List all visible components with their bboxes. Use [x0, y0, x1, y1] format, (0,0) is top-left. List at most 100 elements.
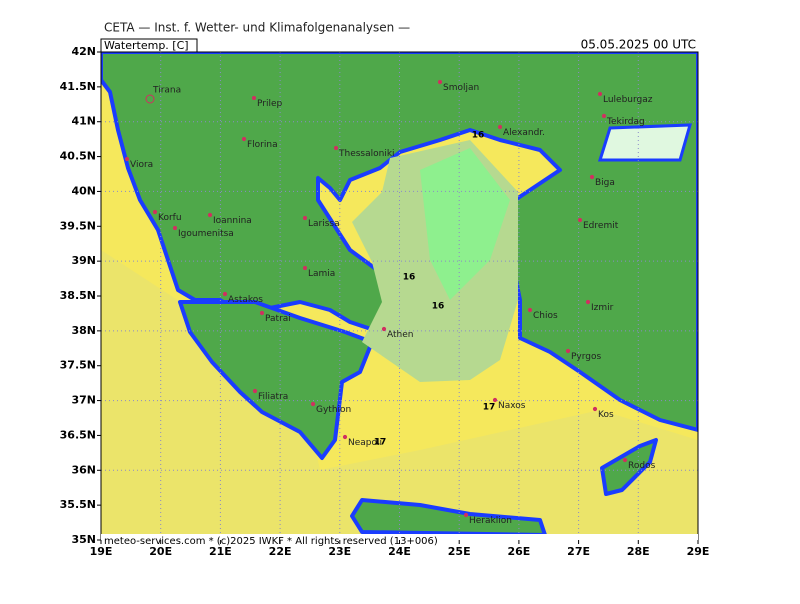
city-marker [152, 209, 158, 215]
city-marker [302, 265, 308, 271]
grid [101, 52, 698, 540]
x-tick-label: 25E [448, 545, 471, 558]
city-label: Thessaloniki [338, 149, 395, 159]
city-marker [497, 124, 503, 130]
contour-label: 17 [374, 438, 387, 448]
city-marker [589, 174, 595, 180]
city-label: Edremit [583, 221, 619, 231]
city-marker [310, 401, 316, 407]
marmara [597, 123, 693, 162]
x-tick-label: 29E [687, 545, 710, 558]
y-tick-label: 39N [71, 254, 96, 267]
city-label: Tekirdag [606, 117, 645, 127]
city-marker [259, 310, 265, 316]
city-marker [222, 291, 228, 297]
x-tick-label: 24E [388, 545, 411, 558]
field-box [100, 38, 198, 53]
axes: 19E 20E 21E 22E 23E 24E 25E 26E 27E 28E 29E 42N 41.5… [60, 45, 710, 558]
footer-text: meteo-services.com * (c)2025 IWKF * All … [104, 536, 438, 547]
city-label: Patrai [265, 314, 291, 324]
city-marker [333, 145, 339, 151]
contour-label: 17 [483, 403, 496, 413]
header-title: CETA — Inst. f. Wetter- und Klimafolgena… [104, 21, 410, 35]
city-marker [381, 326, 387, 332]
field-label: Watertemp. [C] [104, 39, 189, 52]
city-label: Heraklion [469, 516, 512, 526]
x-tick-label: 23E [328, 545, 351, 558]
contour-label: 16 [472, 131, 485, 141]
city-marker [592, 406, 598, 412]
city-label: Kos [598, 410, 614, 420]
city-label: Smoljan [443, 83, 479, 93]
y-tick-label: 39.5N [60, 219, 96, 232]
city-label: Luleburgaz [603, 95, 653, 105]
city-marker [241, 136, 247, 142]
city-label: Larissa [308, 219, 340, 229]
x-tick-label: 20E [149, 545, 172, 558]
y-tick-label: 41.5N [60, 80, 96, 93]
city-label: Florina [247, 140, 278, 150]
x-tick-label: 28E [627, 545, 650, 558]
city-marker [302, 215, 308, 221]
city-label: Astakos [228, 295, 263, 305]
x-tick-label: 22E [269, 545, 292, 558]
city-marker [342, 434, 348, 440]
city-label: Biga [595, 178, 615, 188]
city-label: Viora [130, 160, 153, 170]
city-label: Athen [387, 330, 413, 340]
peloponnese [178, 300, 374, 460]
cities: Tirana Prilep Smoljan Luleburgaz Tekirdag Ale… [124, 79, 656, 526]
rhodes [600, 438, 658, 496]
city-marker [492, 397, 498, 403]
city-marker [207, 212, 213, 218]
contour-label: 16 [403, 273, 416, 283]
y-tick-label: 42N [71, 45, 96, 58]
y-tick-label: 37.5N [60, 359, 96, 372]
city-marker [145, 94, 155, 104]
city-label: Rodos [628, 461, 656, 471]
city-label: Ioannina [213, 216, 252, 226]
sea-warm [101, 250, 698, 540]
city-marker [463, 512, 469, 518]
contour-label: 16 [432, 302, 445, 312]
x-tick-label: 26E [507, 545, 530, 558]
city-label: Naxos [498, 401, 526, 411]
y-tick-label: 36.5N [60, 428, 96, 441]
city-marker [437, 79, 443, 85]
y-tick-label: 38N [71, 324, 96, 337]
city-marker [597, 91, 603, 97]
city-marker [172, 225, 178, 231]
aegean-cool [420, 148, 510, 300]
city-label: Pyrgos [571, 352, 602, 362]
date-label: 05.05.2025 00 UTC [581, 38, 696, 52]
city-label: Korfu [158, 213, 182, 223]
crete [350, 498, 547, 537]
map-field: Tirana Prilep Smoljan Luleburgaz Tekirdag Ale… [101, 52, 698, 540]
city-label: Izmir [591, 303, 614, 313]
city-label: Filiatra [258, 392, 288, 402]
city-marker [622, 457, 628, 463]
city-label: Chios [533, 311, 558, 321]
y-tick-label: 35.5N [60, 498, 96, 511]
city-marker [565, 348, 571, 354]
x-tick-label: 27E [567, 545, 590, 558]
city-marker [251, 95, 257, 101]
y-tick-label: 38.5N [60, 289, 96, 302]
x-tick-label: 19E [90, 545, 113, 558]
city-label: Lamia [308, 269, 335, 279]
y-tick-label: 37N [71, 394, 96, 407]
y-tick-label: 35N [71, 533, 96, 546]
city-label: Neapoli [348, 438, 382, 448]
city-label: Igoumenitsa [178, 229, 234, 239]
y-tick-label: 36N [71, 463, 96, 476]
mainland [101, 52, 698, 432]
city-marker [252, 388, 258, 394]
y-tick-label: 40.5N [60, 150, 96, 163]
city-label: Gythion [316, 405, 351, 415]
city-marker [577, 217, 583, 223]
y-tick-label: 40N [71, 184, 96, 197]
city-label: Tirana [152, 86, 181, 96]
city-marker [585, 299, 591, 305]
city-marker [527, 307, 533, 313]
y-tick-label: 41N [71, 115, 96, 128]
